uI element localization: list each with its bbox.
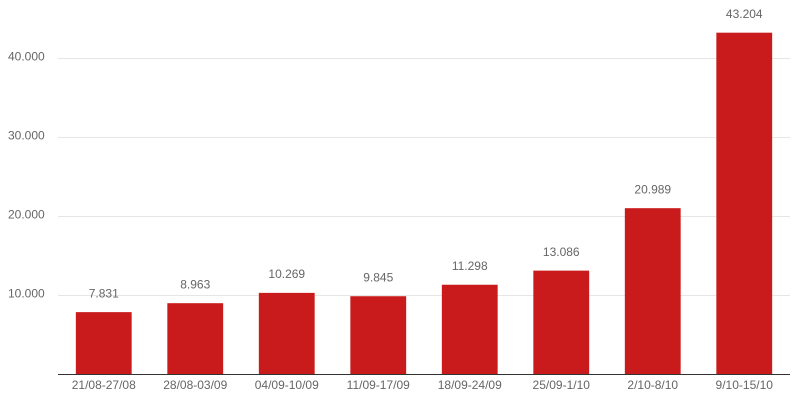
x-tick-label: 18/09-24/09 [438,378,502,392]
y-tick-label: 10.000 [8,287,45,301]
bar [350,296,407,374]
value-label: 8.963 [180,277,210,291]
bar [533,270,590,374]
x-tick-label: 21/08-27/08 [72,378,136,392]
x-tick-label: 9/10-15/10 [716,378,774,392]
x-tick-label: 04/09-10/09 [255,378,319,392]
y-tick-label: 40.000 [8,50,45,64]
bar [624,208,681,374]
y-tick-label: 20.000 [8,208,45,222]
value-label: 7.831 [89,286,119,300]
y-tick-label: 30.000 [8,129,45,143]
value-label: 43.204 [726,7,763,21]
value-label: 13.086 [543,245,580,259]
x-tick-label: 2/10-8/10 [627,378,678,392]
value-label: 10.269 [268,267,305,281]
value-label: 9.845 [363,270,393,284]
x-tick-label: 25/09-1/10 [533,378,591,392]
bar [167,303,224,374]
x-tick-label: 28/08-03/09 [163,378,227,392]
x-tick-label: 11/09-17/09 [347,378,410,392]
value-label: 20.989 [634,182,671,196]
bar [258,292,315,374]
bar [716,32,773,374]
value-label: 11.298 [452,259,488,273]
bar [441,284,498,374]
bar [75,312,132,374]
